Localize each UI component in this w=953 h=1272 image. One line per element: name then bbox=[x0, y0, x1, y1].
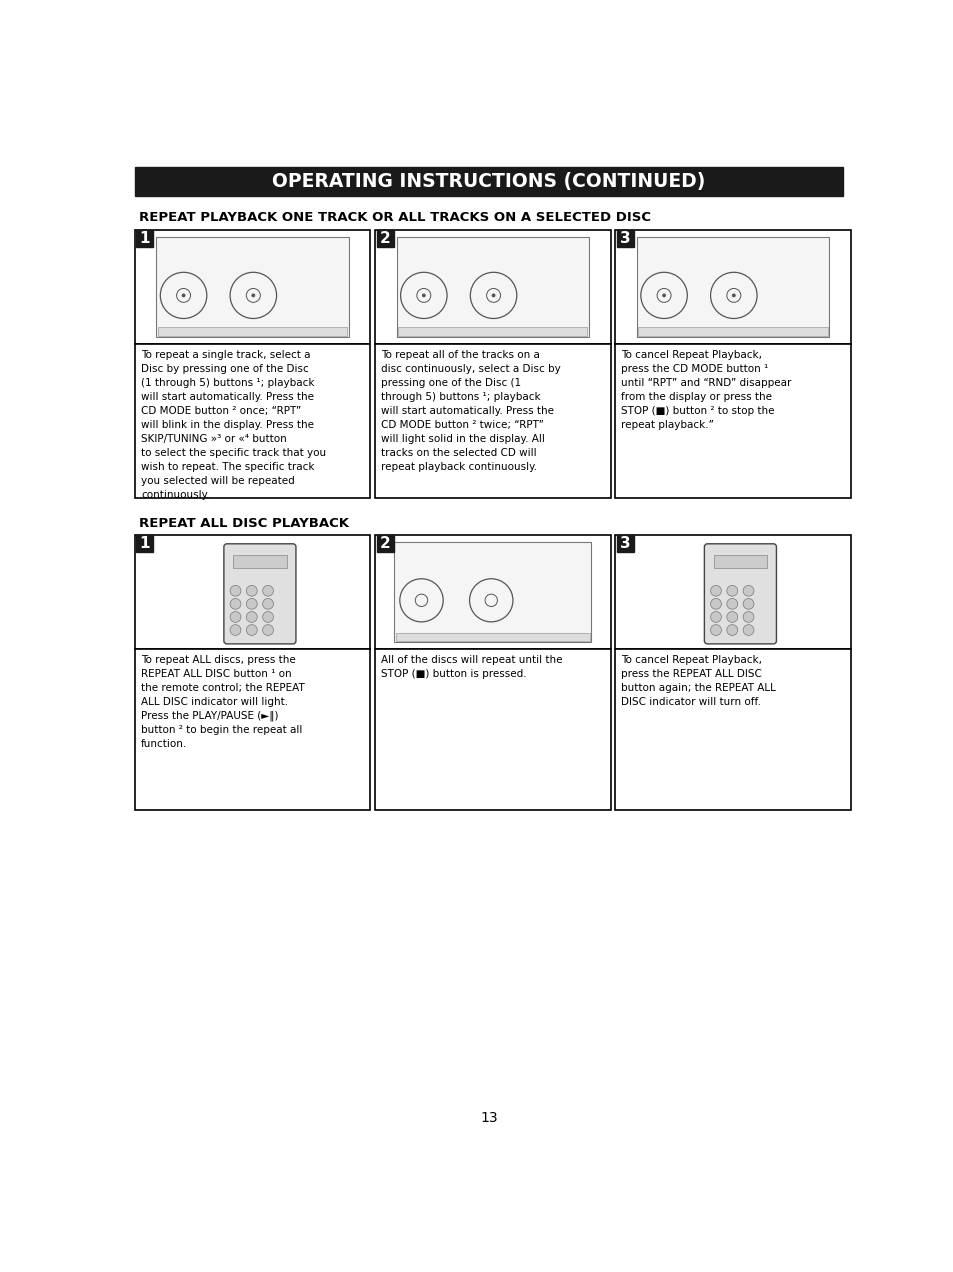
Text: OPERATING INSTRUCTIONS (CONTINUED): OPERATING INSTRUCTIONS (CONTINUED) bbox=[272, 172, 705, 191]
Circle shape bbox=[246, 585, 257, 597]
Circle shape bbox=[246, 625, 257, 636]
Bar bbox=[396, 238, 588, 337]
Circle shape bbox=[262, 585, 274, 597]
Circle shape bbox=[742, 585, 753, 597]
Bar bbox=[615, 343, 850, 497]
Circle shape bbox=[742, 612, 753, 622]
Bar bbox=[375, 534, 610, 649]
FancyBboxPatch shape bbox=[703, 544, 776, 644]
Text: 1: 1 bbox=[139, 536, 150, 551]
Bar bbox=[134, 649, 370, 810]
Bar bbox=[375, 343, 610, 497]
Text: 2: 2 bbox=[379, 536, 390, 551]
Bar bbox=[615, 649, 850, 810]
Text: To repeat a single track, select a
Disc by pressing one of the Disc
(1 through 5: To repeat a single track, select a Disc … bbox=[141, 350, 326, 500]
Circle shape bbox=[246, 598, 257, 609]
Circle shape bbox=[262, 612, 274, 622]
Text: REPEAT ALL DISC PLAYBACK: REPEAT ALL DISC PLAYBACK bbox=[138, 516, 348, 529]
Circle shape bbox=[421, 294, 425, 298]
Bar bbox=[136, 534, 153, 552]
Circle shape bbox=[246, 612, 257, 622]
Circle shape bbox=[710, 612, 720, 622]
Text: 3: 3 bbox=[619, 536, 630, 551]
Bar bbox=[375, 230, 610, 343]
Text: To repeat all of the tracks on a
disc continuously, select a Disc by
pressing on: To repeat all of the tracks on a disc co… bbox=[381, 350, 560, 472]
Text: To cancel Repeat Playback,
press the REPEAT ALL DISC
button again; the REPEAT AL: To cancel Repeat Playback, press the REP… bbox=[620, 655, 776, 707]
Circle shape bbox=[661, 294, 665, 298]
Circle shape bbox=[262, 598, 274, 609]
Bar bbox=[395, 633, 589, 641]
Text: All of the discs will repeat until the
STOP (■) button is pressed.: All of the discs will repeat until the S… bbox=[381, 655, 562, 679]
Circle shape bbox=[230, 598, 241, 609]
Circle shape bbox=[726, 612, 737, 622]
Circle shape bbox=[726, 625, 737, 636]
Bar bbox=[233, 555, 286, 569]
Bar bbox=[134, 343, 370, 497]
Bar bbox=[394, 542, 591, 642]
Bar bbox=[376, 534, 394, 552]
Text: REPEAT PLAYBACK ONE TRACK OR ALL TRACKS ON A SELECTED DISC: REPEAT PLAYBACK ONE TRACK OR ALL TRACKS … bbox=[138, 211, 650, 224]
Bar bbox=[136, 230, 153, 247]
Circle shape bbox=[726, 598, 737, 609]
Bar bbox=[637, 238, 828, 337]
Text: To repeat ALL discs, press the
REPEAT ALL DISC button ¹ on
the remote control; t: To repeat ALL discs, press the REPEAT AL… bbox=[141, 655, 304, 749]
FancyBboxPatch shape bbox=[224, 544, 295, 644]
Bar bbox=[375, 649, 610, 810]
Bar bbox=[638, 327, 827, 336]
Bar bbox=[134, 167, 842, 196]
Bar bbox=[397, 327, 587, 336]
Text: 13: 13 bbox=[479, 1112, 497, 1126]
Circle shape bbox=[726, 585, 737, 597]
Circle shape bbox=[181, 294, 185, 298]
Bar bbox=[134, 230, 370, 343]
Circle shape bbox=[742, 625, 753, 636]
Bar bbox=[134, 534, 370, 649]
Bar bbox=[615, 230, 850, 343]
Bar bbox=[617, 230, 633, 247]
Bar bbox=[615, 534, 850, 649]
Circle shape bbox=[710, 585, 720, 597]
Circle shape bbox=[262, 625, 274, 636]
Circle shape bbox=[230, 585, 241, 597]
Text: To cancel Repeat Playback,
press the CD MODE button ¹
until “RPT” and “RND” disa: To cancel Repeat Playback, press the CD … bbox=[620, 350, 791, 430]
Circle shape bbox=[252, 294, 255, 298]
Text: 1: 1 bbox=[139, 230, 150, 245]
Bar bbox=[617, 534, 633, 552]
Bar bbox=[376, 230, 394, 247]
Bar bbox=[156, 238, 348, 337]
Circle shape bbox=[742, 598, 753, 609]
Circle shape bbox=[230, 625, 241, 636]
Text: 2: 2 bbox=[379, 230, 390, 245]
Circle shape bbox=[710, 625, 720, 636]
Bar bbox=[713, 555, 766, 569]
Circle shape bbox=[230, 612, 241, 622]
Bar bbox=[158, 327, 347, 336]
Text: 3: 3 bbox=[619, 230, 630, 245]
Circle shape bbox=[491, 294, 495, 298]
Circle shape bbox=[731, 294, 735, 298]
Circle shape bbox=[710, 598, 720, 609]
